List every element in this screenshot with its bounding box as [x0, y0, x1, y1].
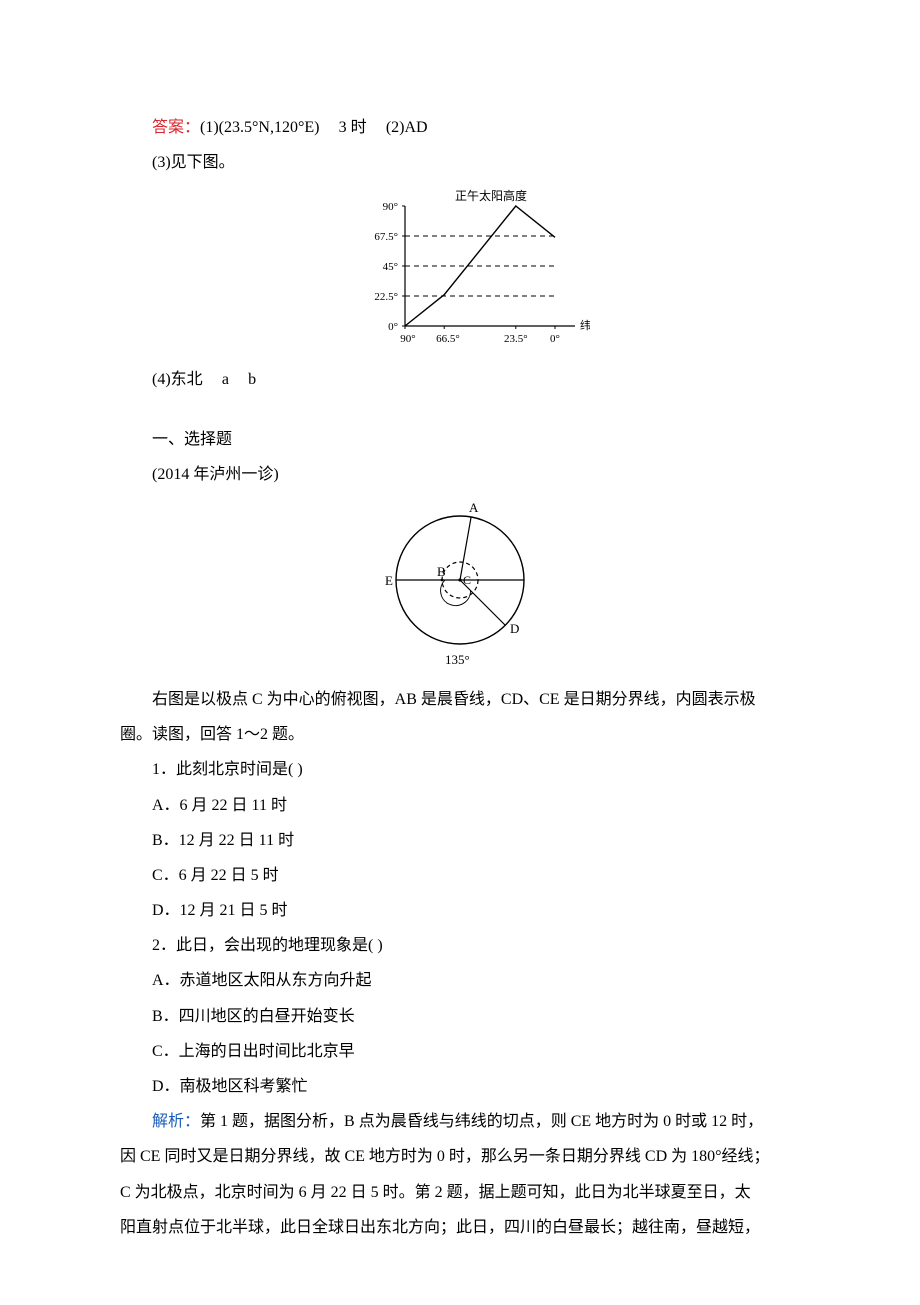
q1-stem: 1．此刻北京时间是( ) [120, 752, 800, 787]
chart-x-label: 纬度 [580, 318, 590, 332]
chart-x-tick: 23.5° [504, 333, 528, 345]
answer-line-4: (4)东北 a b [120, 362, 800, 397]
center-dot [458, 578, 461, 581]
q1-opt-a: A．6 月 22 日 11 时 [120, 788, 800, 823]
section-title: 一、选择题 [120, 422, 800, 457]
ans-4: (4)东北 [152, 371, 203, 388]
label-a: A [469, 500, 479, 515]
chart-y-tick: 67.5° [374, 231, 398, 243]
q2-opt-c: C．上海的日出时间比北京早 [120, 1034, 800, 1069]
q1-opt-d: D．12 月 21 日 5 时 [120, 893, 800, 928]
intro-line-1: 右图是以极点 C 为中心的俯视图，AB 是晨昏线，CD、CE 是日期分界线，内圆… [120, 682, 800, 717]
q2-stem: 2．此日，会出现的地理现象是( ) [120, 928, 800, 963]
label-e: E [385, 573, 393, 588]
chart-y-tick: 45° [383, 261, 398, 273]
answer-label: 答案： [152, 119, 200, 136]
ans-1b: 3 时 [339, 119, 367, 136]
q2-opt-d: D．南极地区科考繁忙 [120, 1069, 800, 1104]
chart-y-tick: 22.5° [374, 291, 398, 303]
chart-x-tick: 0° [550, 333, 560, 345]
label-c: C [463, 573, 471, 587]
section-source: (2014 年泸州一诊) [120, 457, 800, 492]
answer-line-1: 答案：(1)(23.5°N,120°E) 3 时 (2)AD [120, 110, 800, 145]
expl-label: 解析： [152, 1113, 200, 1130]
answer-line-2: (3)见下图。 [120, 145, 800, 180]
ans-4a: a [222, 371, 229, 388]
expl-line-3: C 为北极点，北京时间为 6 月 22 日 5 时。第 2 题，据上题可知，此日… [120, 1175, 800, 1210]
ans-1a: (1)(23.5°N,120°E) [200, 119, 319, 136]
chart-title: 正午太阳高度 [455, 188, 527, 203]
expl-line-2: 因 CE 同时又是日期分界线，故 CE 地方时为 0 时，那么另一条日期分界线 … [120, 1139, 800, 1174]
chart-x-tick: 90° [400, 333, 415, 345]
intro-line-2: 圈。读图，回答 1～2 题。 [120, 717, 800, 752]
spacer [120, 398, 800, 422]
label-angle: 135° [445, 652, 470, 667]
chart-y-tick: 90° [383, 201, 398, 213]
q1-opt-b: B．12 月 22 日 11 时 [120, 823, 800, 858]
q2-opt-a: A．赤道地区太阳从东方向升起 [120, 963, 800, 998]
chart-x-tick: 66.5° [436, 333, 460, 345]
expl-line-4: 阳直射点位于北半球，此日全球日出东北方向；此日，四川的白昼最长；越往南，昼越短， [120, 1210, 800, 1245]
label-d: D [510, 621, 519, 636]
ans-4b: b [248, 371, 256, 388]
chart-y-tick: 0° [388, 321, 398, 333]
intro-tail: 读图，回答 1～2 题。 [152, 726, 304, 743]
q1-opt-c: C．6 月 22 日 5 时 [120, 858, 800, 893]
expl-t1: 第 1 题，据图分析，B 点为晨昏线与纬线的切点，则 CE 地方时为 0 时或 … [200, 1113, 763, 1130]
label-b: B [437, 564, 446, 579]
expl-line-1: 解析：第 1 题，据图分析，B 点为晨昏线与纬线的切点，则 CE 地方时为 0 … [120, 1104, 800, 1139]
altitude-chart: 正午太阳高度 90° 67.5° 45° 22.5° 0° 90° 66.5° … [120, 186, 800, 356]
line-ca [460, 517, 471, 580]
polar-diagram-svg: A B C D E 135° [365, 496, 555, 676]
q2-opt-b: B．四川地区的白昼开始变长 [120, 999, 800, 1034]
ans-1c: (2)AD [386, 119, 428, 136]
polar-diagram: A B C D E 135° [120, 496, 800, 676]
altitude-chart-svg: 正午太阳高度 90° 67.5° 45° 22.5° 0° 90° 66.5° … [330, 186, 590, 356]
b-dot [441, 579, 444, 582]
intro-cont: 圈。 [120, 726, 152, 743]
